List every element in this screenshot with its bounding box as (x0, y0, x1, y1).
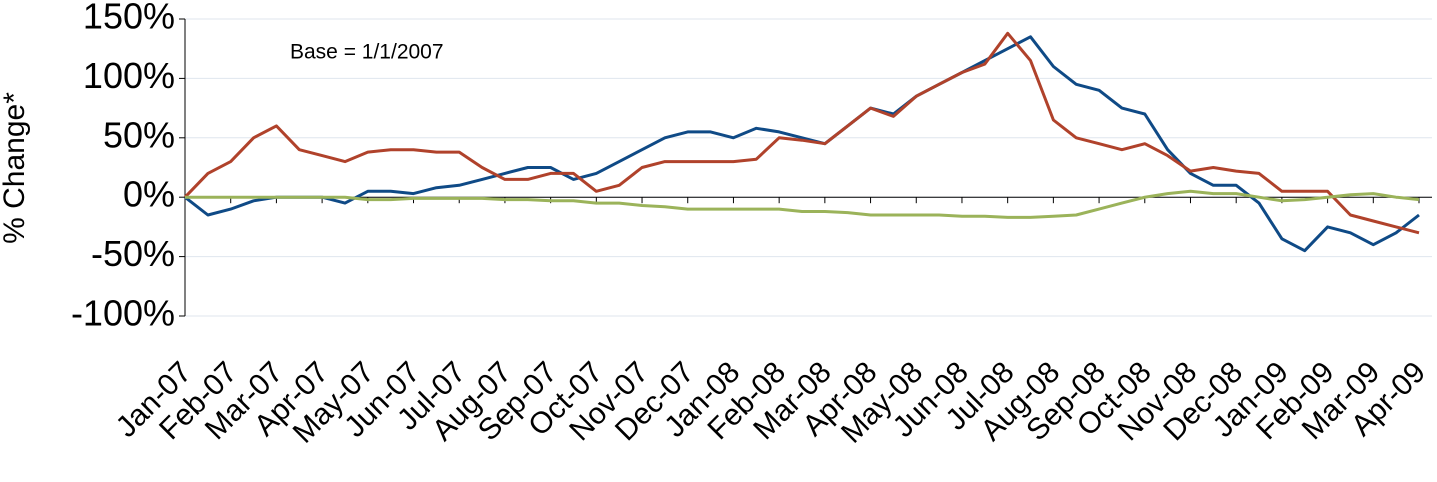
y-tick-label: 0% (123, 174, 175, 215)
y-tick-label: 50% (103, 114, 175, 155)
y-axis-label: % Change* (0, 92, 31, 244)
series-line (183, 31, 1420, 235)
y-tick-label: -100% (71, 293, 175, 334)
y-tick-label: -50% (91, 233, 175, 274)
y-tick-label: 100% (83, 55, 175, 96)
series-line (185, 189, 1420, 219)
series-line (184, 35, 1420, 253)
y-tick-label: 150% (83, 0, 175, 37)
annotation: Base = 1/1/2007 (290, 41, 444, 64)
